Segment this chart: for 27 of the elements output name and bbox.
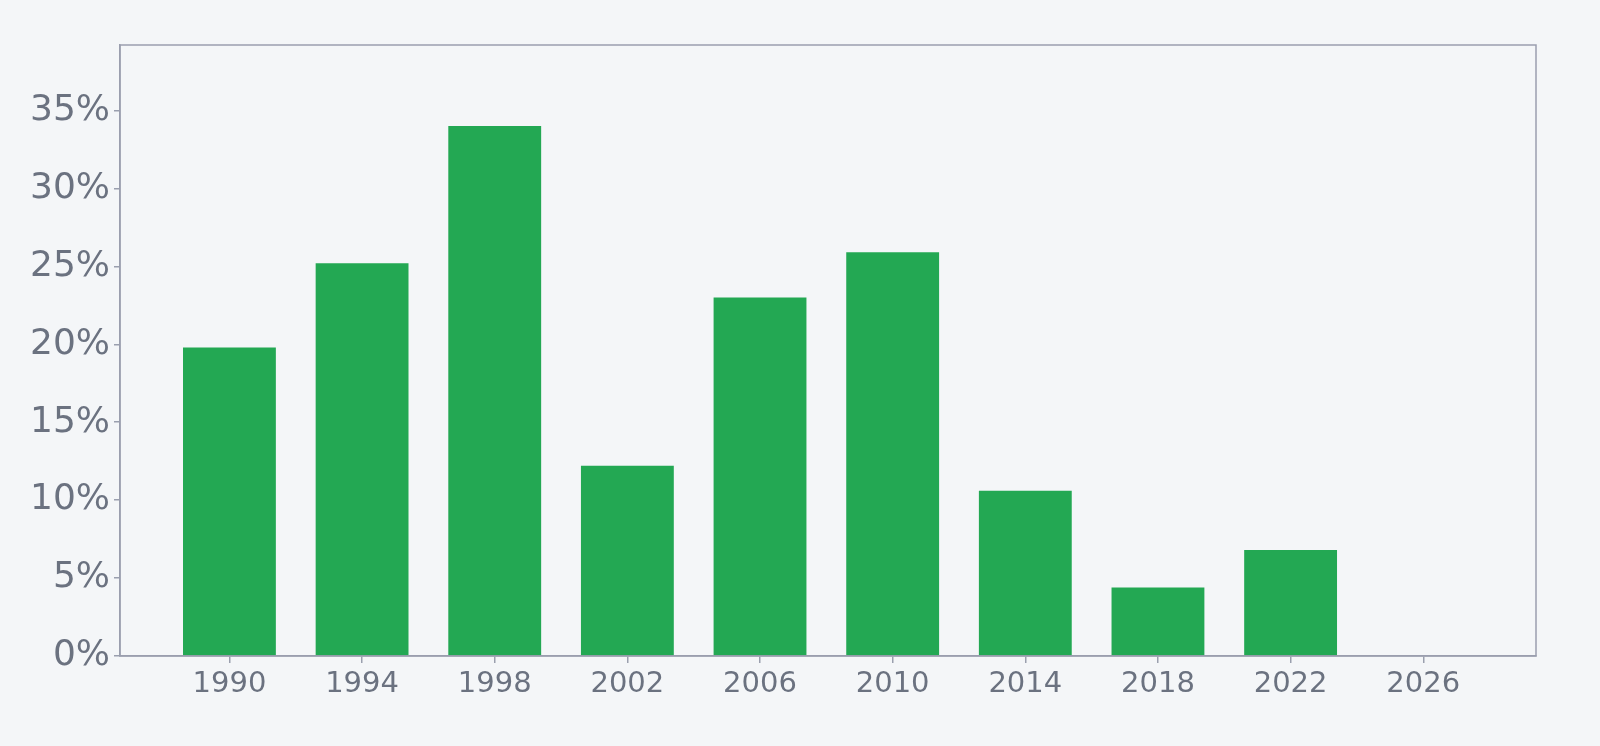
y-tick-label: 30% xyxy=(29,164,110,206)
bar xyxy=(448,126,542,656)
bar xyxy=(315,263,409,656)
bar xyxy=(1244,550,1338,656)
bar xyxy=(580,465,674,656)
y-tick-label: 15% xyxy=(29,398,110,440)
bar xyxy=(846,252,940,656)
bar xyxy=(713,297,807,656)
x-tick-label: 2026 xyxy=(1386,664,1461,699)
y-tick-label: 20% xyxy=(29,320,110,362)
y-tick-label: 5% xyxy=(52,554,110,596)
x-tick-label: 2022 xyxy=(1253,664,1328,699)
x-tick-label: 2014 xyxy=(988,664,1063,699)
x-tick-label: 1998 xyxy=(457,664,532,699)
y-tick-label: 0% xyxy=(52,632,110,674)
bar xyxy=(978,490,1072,656)
y-tick-label: 35% xyxy=(29,86,110,128)
y-tick-label: 25% xyxy=(29,242,110,284)
x-tick-label: 2010 xyxy=(855,664,930,699)
y-tick-label: 10% xyxy=(29,476,110,518)
x-tick-label: 2002 xyxy=(590,664,665,699)
x-tick-label: 2018 xyxy=(1121,664,1195,699)
x-tick-label: 1990 xyxy=(192,664,267,699)
bar xyxy=(183,347,276,656)
x-tick-label: 2006 xyxy=(723,664,797,699)
x-tick-label: 1994 xyxy=(325,664,399,699)
bar xyxy=(1111,587,1205,656)
